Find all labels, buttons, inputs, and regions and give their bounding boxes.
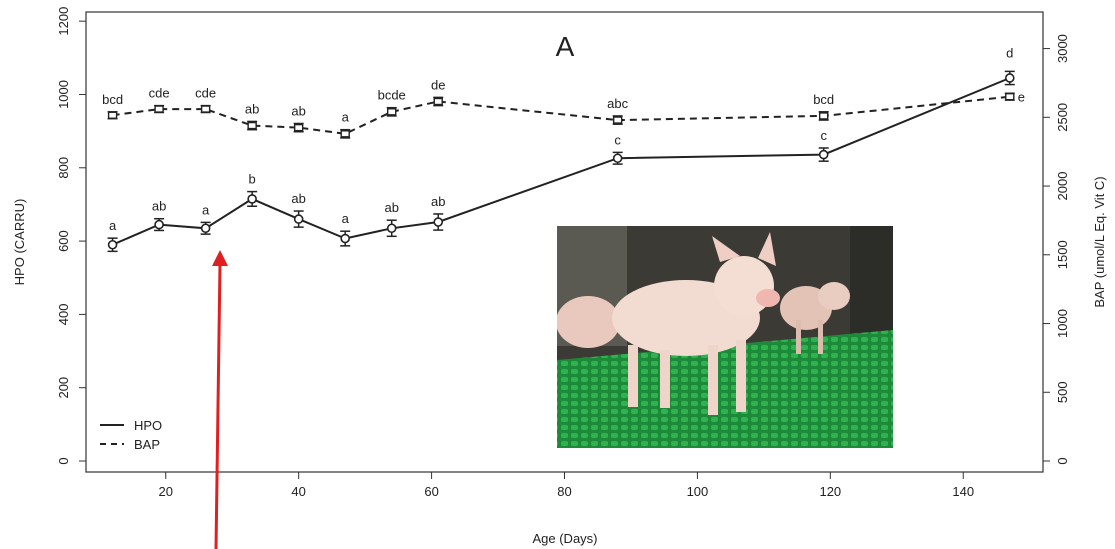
y-axis-left-title: HPO (CARRU) [12, 199, 27, 286]
y-left-tick-label: 600 [56, 230, 71, 252]
y-axis-right-title: BAP (umol/L Eq. Vit C) [1092, 176, 1107, 307]
x-tick-label: 80 [557, 484, 571, 499]
panel-label: A [556, 31, 575, 62]
data-point-bap [200, 105, 211, 113]
data-point-hpo [200, 223, 211, 234]
pig-photo [557, 226, 893, 448]
significance-label-hpo: ab [384, 200, 398, 215]
significance-label-hpo: ab [152, 199, 166, 214]
y-right-tick-label: 3000 [1055, 34, 1070, 63]
y-right-tick-label: 2000 [1055, 172, 1070, 201]
y-right-tick-label: 2500 [1055, 103, 1070, 132]
data-point-bap [387, 108, 397, 116]
significance-label-bap: de [431, 77, 445, 92]
data-point-bap [433, 97, 443, 106]
significance-label-bap: bcd [102, 92, 123, 107]
x-axis-title: Age (Days) [532, 531, 597, 546]
x-tick-label: 40 [291, 484, 305, 499]
data-point-bap [247, 121, 257, 130]
axes-layer: 20 40 60 80 100 120 140 0 200 400 600 800 1000 1200 0 5… [56, 7, 1070, 499]
significance-label-hpo: b [249, 172, 256, 187]
data-point-hpo [433, 217, 444, 227]
data-point-bap [154, 105, 164, 113]
data-point-hpo [1004, 73, 1015, 83]
y-right-tick-label: 0 [1055, 457, 1070, 464]
data-point-bap [293, 123, 304, 132]
data-point-hpo [107, 239, 118, 250]
significance-label-hpo: c [614, 132, 621, 147]
data-point-hpo [293, 214, 304, 224]
y-right-tick-label: 500 [1055, 381, 1070, 403]
data-point-hpo [612, 153, 623, 164]
significance-label-bap: abc [607, 96, 628, 111]
data-point-hpo [154, 219, 164, 230]
legend: HPO BAP [100, 418, 162, 452]
significance-label-bap: cde [149, 86, 170, 101]
significance-label-hpo: c [820, 128, 827, 143]
data-point-hpo [386, 223, 397, 234]
legend-label-bap: BAP [134, 437, 160, 452]
significance-label-bap: a [342, 110, 350, 125]
series-line-bap [112, 95, 1010, 135]
data-point-bap [340, 130, 350, 138]
x-tick-label: 100 [687, 484, 709, 499]
significance-label-bap: ab [291, 103, 305, 118]
x-tick-label: 60 [424, 484, 438, 499]
y-left-tick-label: 400 [56, 304, 71, 326]
x-tick-label: 120 [819, 484, 841, 499]
y-left-tick-label: 0 [56, 457, 71, 464]
significance-label-hpo: ab [291, 191, 305, 206]
significance-label-bap: bcde [378, 88, 406, 103]
significance-label-bap: ab [245, 101, 259, 116]
y-left-tick-label: 200 [56, 377, 71, 399]
series-layer [107, 70, 1015, 253]
annotation-arrow [212, 250, 228, 549]
significance-label-hpo: a [202, 202, 210, 217]
data-point-bap [818, 112, 829, 120]
significance-label-hpo: a [109, 218, 117, 233]
significance-label-hpo: d [1006, 45, 1013, 60]
data-point-hpo [818, 149, 829, 160]
y-right-tick-label: 1000 [1055, 309, 1070, 338]
data-point-hpo [340, 233, 350, 244]
data-point-bap [1005, 92, 1015, 101]
data-point-bap [612, 116, 623, 124]
significance-label-bap: e [1018, 90, 1025, 105]
x-tick-label: 20 [159, 484, 173, 499]
y-left-tick-label: 1000 [56, 80, 71, 109]
significance-label-bap: bcd [813, 92, 834, 107]
legend-label-hpo: HPO [134, 418, 162, 433]
data-point-hpo [247, 194, 257, 204]
y-right-tick-label: 1500 [1055, 240, 1070, 269]
significance-label-hpo: a [342, 211, 350, 226]
significance-label-hpo: ab [431, 194, 445, 209]
y-left-tick-label: 800 [56, 157, 71, 179]
y-left-tick-label: 1200 [56, 7, 71, 36]
x-tick-label: 140 [952, 484, 974, 499]
significance-label-bap: cde [195, 86, 216, 101]
data-point-bap [107, 111, 118, 119]
